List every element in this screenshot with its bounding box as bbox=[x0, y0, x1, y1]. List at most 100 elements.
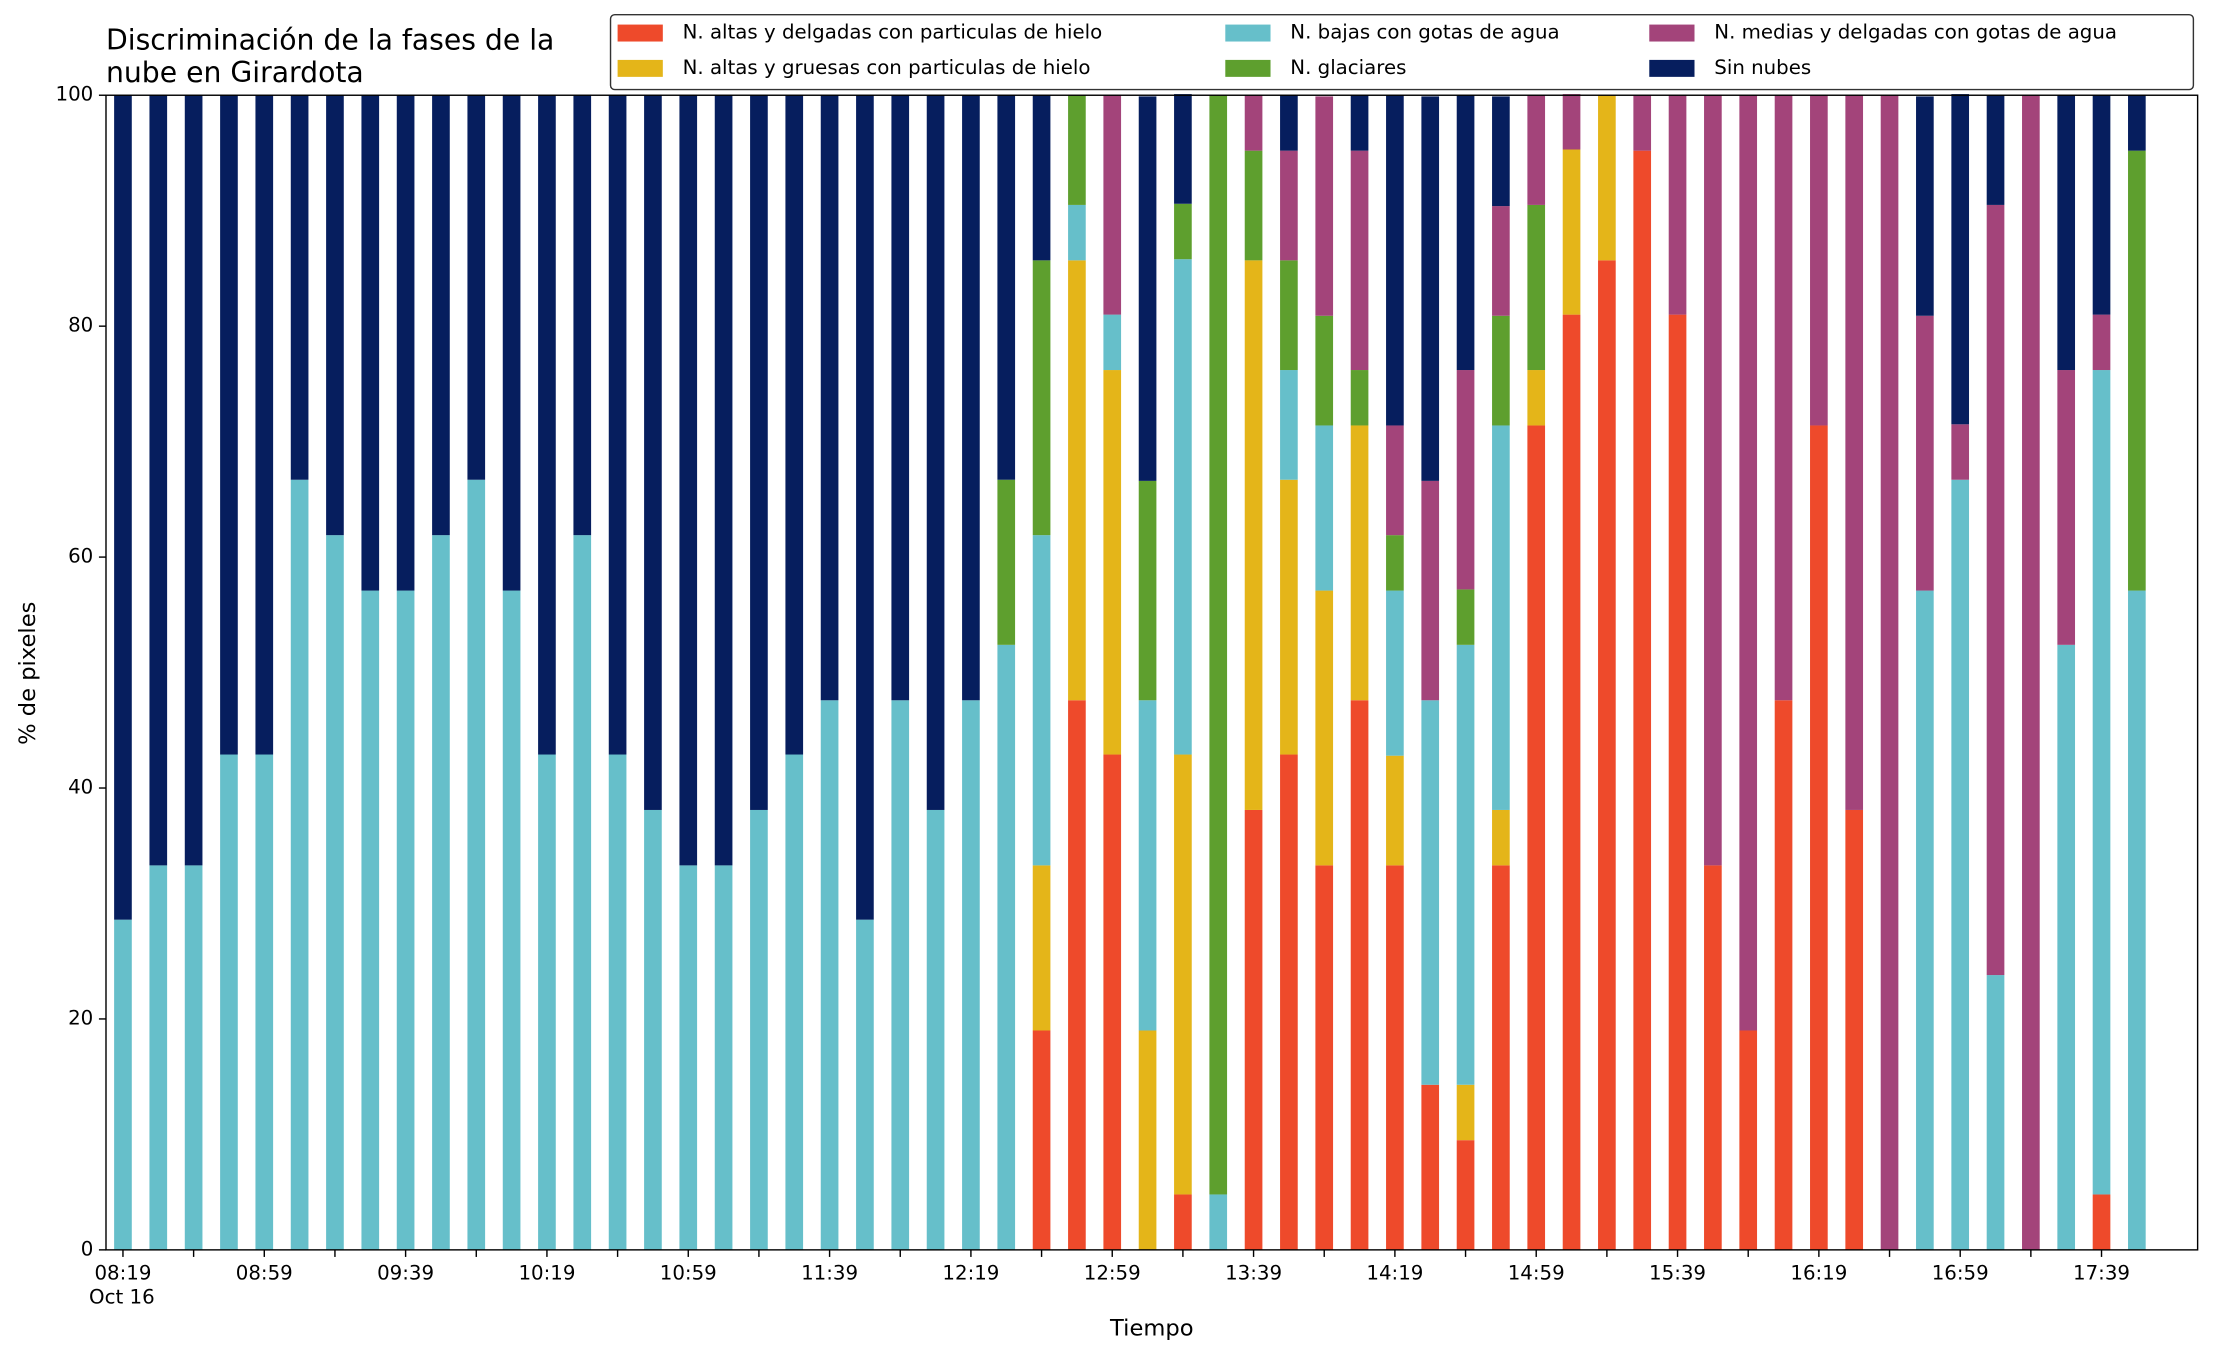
bar-segment bbox=[1103, 95, 1122, 315]
bar-segment bbox=[1244, 260, 1263, 810]
bar-segment bbox=[1951, 424, 1970, 480]
bar-segment bbox=[1174, 259, 1192, 755]
bar-segment bbox=[255, 754, 274, 1250]
x-tick-label: 08:59 bbox=[236, 1261, 293, 1284]
bar-segment bbox=[1244, 150, 1263, 261]
bar-segment bbox=[2128, 150, 2146, 591]
bar-segment bbox=[1280, 260, 1298, 371]
bar-segment bbox=[1032, 260, 1051, 536]
bar-segment bbox=[396, 95, 415, 591]
bar-segment bbox=[679, 95, 698, 866]
bar-segment bbox=[1138, 480, 1157, 701]
bar-segment bbox=[1209, 1194, 1228, 1250]
bar-segment bbox=[1386, 535, 1404, 591]
y-tick-label: 20 bbox=[68, 1006, 93, 1029]
bar-segment bbox=[1315, 865, 1334, 1250]
bar-segment bbox=[891, 95, 910, 701]
bar-segment bbox=[608, 754, 627, 1250]
bar-segment bbox=[1633, 95, 1652, 151]
bar-segment bbox=[1103, 314, 1122, 371]
bar-segment bbox=[1280, 479, 1298, 755]
bar-segment bbox=[1244, 809, 1263, 1250]
bar-segment bbox=[1704, 95, 1722, 866]
chart-title: nube en Girardota bbox=[106, 56, 364, 89]
y-tick-label: 0 bbox=[81, 1237, 94, 1260]
x-tick-label: 14:59 bbox=[1508, 1261, 1565, 1284]
bar-segment bbox=[2092, 370, 2111, 1195]
bar-segment bbox=[1315, 590, 1334, 866]
bar-segment bbox=[1916, 96, 1934, 316]
bar-segment bbox=[1138, 96, 1157, 481]
bar-segment bbox=[1315, 425, 1334, 591]
bar-segment bbox=[432, 535, 450, 1250]
bar-segment bbox=[1350, 370, 1369, 426]
bar-segment bbox=[997, 479, 1016, 645]
bar-segment bbox=[220, 754, 238, 1250]
bar-segment bbox=[1810, 425, 1828, 1250]
x-tick-label: 09:39 bbox=[377, 1261, 434, 1284]
bar-segment bbox=[1174, 1194, 1192, 1250]
bar-segment bbox=[1386, 425, 1404, 536]
x-tick-label: 16:59 bbox=[1932, 1261, 1989, 1284]
bar-segment bbox=[1103, 754, 1122, 1250]
legend-swatch bbox=[1225, 59, 1271, 77]
legend-label: N. altas y gruesas con particulas de hie… bbox=[683, 56, 1091, 79]
bar-segment bbox=[1527, 95, 1546, 205]
bar-segment bbox=[1598, 260, 1616, 1250]
bar-segment bbox=[1421, 1084, 1440, 1250]
y-tick-label: 80 bbox=[68, 314, 93, 337]
bar-segment bbox=[1739, 95, 1758, 1031]
bar-segment bbox=[1386, 95, 1404, 426]
bar-segment bbox=[1068, 204, 1086, 261]
bar-segment bbox=[2057, 644, 2076, 1250]
bar-segment bbox=[1845, 95, 1864, 810]
bar-segment bbox=[326, 535, 344, 1250]
bar-segment bbox=[1350, 700, 1369, 1250]
bar-segment bbox=[502, 590, 521, 1250]
bar-segment bbox=[467, 479, 486, 1250]
bar-segment bbox=[184, 95, 203, 866]
bar-segment bbox=[1492, 809, 1510, 866]
bar-segment bbox=[1138, 1030, 1157, 1250]
bar-segment bbox=[856, 95, 874, 920]
bar-segment bbox=[750, 809, 768, 1250]
bar-segment bbox=[962, 95, 980, 701]
bar-segment bbox=[1562, 149, 1581, 315]
bar-segment bbox=[114, 919, 132, 1250]
bar-segment bbox=[1174, 754, 1192, 1195]
bar-segment bbox=[962, 700, 980, 1250]
bar-segment bbox=[573, 535, 592, 1250]
bar-segment bbox=[1421, 96, 1440, 481]
bar-segment bbox=[997, 95, 1016, 480]
bar-segment bbox=[2128, 95, 2146, 151]
bar-segment bbox=[997, 644, 1016, 1250]
bar-segment bbox=[290, 479, 309, 1250]
legend-label: Sin nubes bbox=[1714, 56, 1811, 79]
bar-segment bbox=[2092, 95, 2111, 315]
bar-segment bbox=[2057, 95, 2076, 371]
bar-segment bbox=[1386, 865, 1404, 1250]
y-axis-label: % de pixeles bbox=[15, 602, 41, 745]
bar-segment bbox=[1562, 314, 1581, 1250]
legend-label: N. altas y delgadas con particulas de hi… bbox=[683, 21, 1103, 44]
bar-segment bbox=[1986, 204, 2005, 976]
bar-segment bbox=[1456, 1140, 1475, 1250]
legend-swatch bbox=[1649, 24, 1695, 42]
x-tick-label: 10:19 bbox=[518, 1261, 575, 1284]
x-tick-label: 16:19 bbox=[1790, 1261, 1847, 1284]
bar-segment bbox=[644, 809, 662, 1250]
legend-label: N. bajas con gotas de agua bbox=[1290, 21, 1559, 44]
bar-segment bbox=[1068, 700, 1086, 1250]
bar-segment bbox=[1386, 755, 1404, 866]
bar-segment bbox=[1951, 94, 1970, 425]
bar-segment bbox=[538, 95, 556, 755]
bar-segment bbox=[1562, 94, 1581, 150]
chart-title: Discriminación de la fases de la bbox=[106, 24, 554, 57]
bar-segment bbox=[326, 95, 344, 536]
y-tick-label: 60 bbox=[68, 545, 93, 568]
bar-segment bbox=[785, 754, 804, 1250]
y-tick-label: 100 bbox=[56, 83, 94, 106]
bar-segment bbox=[361, 590, 380, 1250]
legend-label: N. glaciares bbox=[1290, 56, 1406, 79]
